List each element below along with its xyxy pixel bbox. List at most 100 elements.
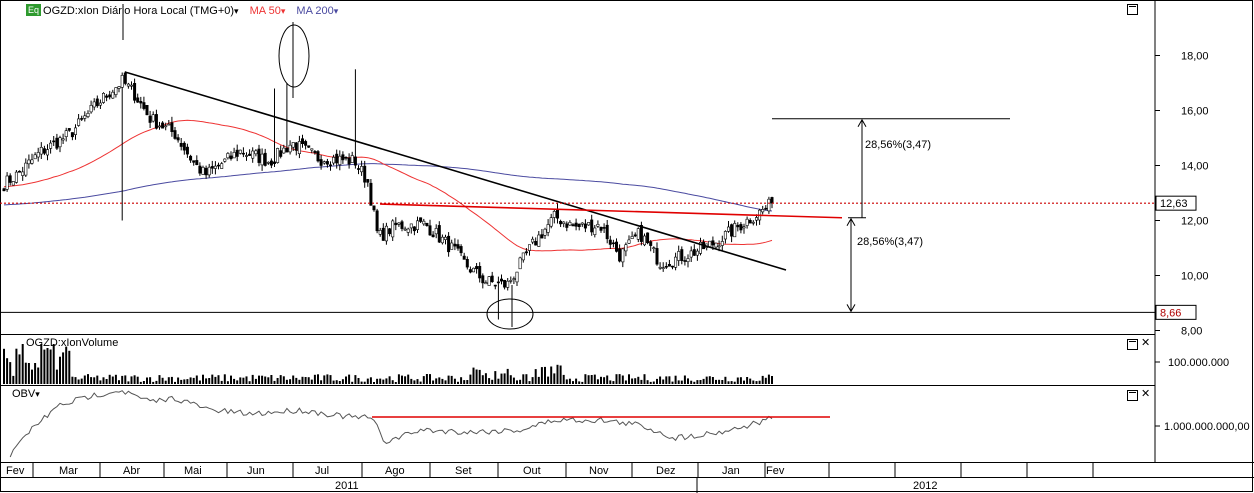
- volume-bar: [189, 377, 192, 384]
- candle-body: [655, 248, 659, 265]
- volume-bar: [114, 374, 117, 384]
- volume-bar: [519, 379, 522, 384]
- candle-body: [664, 265, 668, 268]
- obv-title[interactable]: OBV: [12, 388, 36, 400]
- month-label: Fev: [766, 465, 785, 477]
- obv-line: 1.000.000.000,00: [9, 390, 1250, 458]
- price-marker-label: 12,63: [1160, 198, 1188, 210]
- month-label: Set: [455, 465, 472, 477]
- candle-body: [210, 166, 214, 169]
- volume-bar: [9, 362, 12, 384]
- chevron-down-icon[interactable]: ▾: [35, 389, 40, 399]
- volume-bar: [59, 356, 61, 384]
- candle-body: [21, 171, 25, 176]
- close-obv-panel-icon[interactable]: ✕: [1141, 388, 1151, 400]
- chevron-down-icon[interactable]: ▾: [333, 6, 339, 16]
- candle-body: [415, 220, 419, 230]
- volume-bar: [466, 380, 469, 384]
- candle-body: [686, 258, 690, 263]
- candle-body: [86, 113, 90, 117]
- candle-body: [559, 221, 563, 225]
- y-tick-label: 14,00: [1181, 161, 1209, 173]
- chevron-down-icon[interactable]: ▾: [234, 6, 239, 16]
- candle-body: [608, 239, 612, 245]
- volume-bar: [335, 380, 338, 384]
- volume-bar: [348, 374, 351, 384]
- ma200-label[interactable]: MA 200: [296, 5, 334, 17]
- candle-body: [372, 205, 376, 211]
- candle-body: [683, 260, 687, 262]
- month-label: Out: [523, 465, 541, 477]
- candle-body: [618, 248, 622, 262]
- maximize-volume-panel-button[interactable]: [1127, 339, 1138, 350]
- candle-body: [742, 226, 746, 229]
- candle-body: [164, 125, 168, 128]
- volume-bar: [267, 377, 270, 384]
- candle-body: [353, 156, 357, 166]
- volume-bar: [512, 377, 515, 384]
- volume-bar: [497, 378, 500, 384]
- volume-bar: [547, 376, 550, 384]
- volume-bar: [743, 380, 745, 384]
- candle-body: [49, 142, 53, 149]
- volume-bar: [105, 379, 108, 384]
- volume-bar: [174, 381, 176, 384]
- candle-body: [739, 224, 743, 231]
- volume-bar: [379, 378, 382, 384]
- candle-body: [276, 148, 280, 163]
- volume-bar: [43, 349, 46, 384]
- volume-bar: [220, 380, 223, 384]
- candle-body: [465, 258, 469, 268]
- month-label: Jun: [247, 465, 265, 477]
- volume-bar: [62, 352, 65, 384]
- candle-body: [319, 159, 323, 166]
- volume-bar: [24, 362, 27, 384]
- candle-body: [670, 265, 674, 268]
- volume-bar: [587, 375, 590, 384]
- volume-bar: [258, 375, 260, 384]
- candle-body: [459, 246, 463, 254]
- chevron-down-icon[interactable]: ▾: [280, 6, 286, 16]
- maximize-price-panel-button[interactable]: [1127, 4, 1138, 15]
- candle-body: [412, 226, 416, 232]
- volume-bar: [721, 380, 724, 384]
- candle-body: [45, 149, 49, 156]
- volume-bar: [680, 380, 683, 384]
- candle-body: [226, 153, 230, 159]
- eq-badge[interactable]: Eq: [26, 4, 42, 16]
- candle-body: [67, 128, 71, 131]
- candle-body: [434, 228, 438, 235]
- candle-body: [428, 225, 432, 236]
- candle-body: [764, 207, 768, 210]
- volume-bar: [425, 374, 428, 384]
- candle-body: [80, 118, 84, 120]
- price-marker-label: 8,66: [1160, 307, 1181, 319]
- candle-body: [478, 265, 482, 279]
- volume-bar: [18, 354, 21, 384]
- volume-bar: [739, 377, 742, 384]
- maximize-obv-panel-button[interactable]: [1127, 390, 1138, 401]
- candle-body: [506, 280, 510, 288]
- candle-body: [614, 241, 618, 252]
- ma50-label[interactable]: MA 50: [249, 5, 281, 17]
- volume-panel-title: OGZD:xIonVolume: [26, 337, 119, 349]
- volume-bar: [170, 376, 173, 384]
- volume-bar: [133, 375, 136, 384]
- volume-bar: [733, 381, 736, 384]
- volume-bar: [708, 376, 711, 384]
- candle-body: [447, 235, 451, 253]
- candle-body: [422, 220, 426, 225]
- candle-body: [605, 224, 609, 240]
- instrument-title[interactable]: OGZD:xIon Diário Hora Local (TMG+0): [43, 5, 235, 17]
- candle-body: [120, 75, 124, 88]
- ma200-path: [3, 163, 773, 212]
- volume-bar: [553, 373, 556, 384]
- volume-bar: [6, 358, 9, 384]
- volume-bar: [360, 381, 363, 384]
- volume-bar: [643, 374, 646, 384]
- close-volume-panel-icon[interactable]: ✕: [1141, 337, 1151, 349]
- volume-bar: [603, 377, 606, 384]
- candle-body: [496, 281, 500, 284]
- candle-body: [499, 278, 503, 282]
- candle-body: [257, 148, 261, 163]
